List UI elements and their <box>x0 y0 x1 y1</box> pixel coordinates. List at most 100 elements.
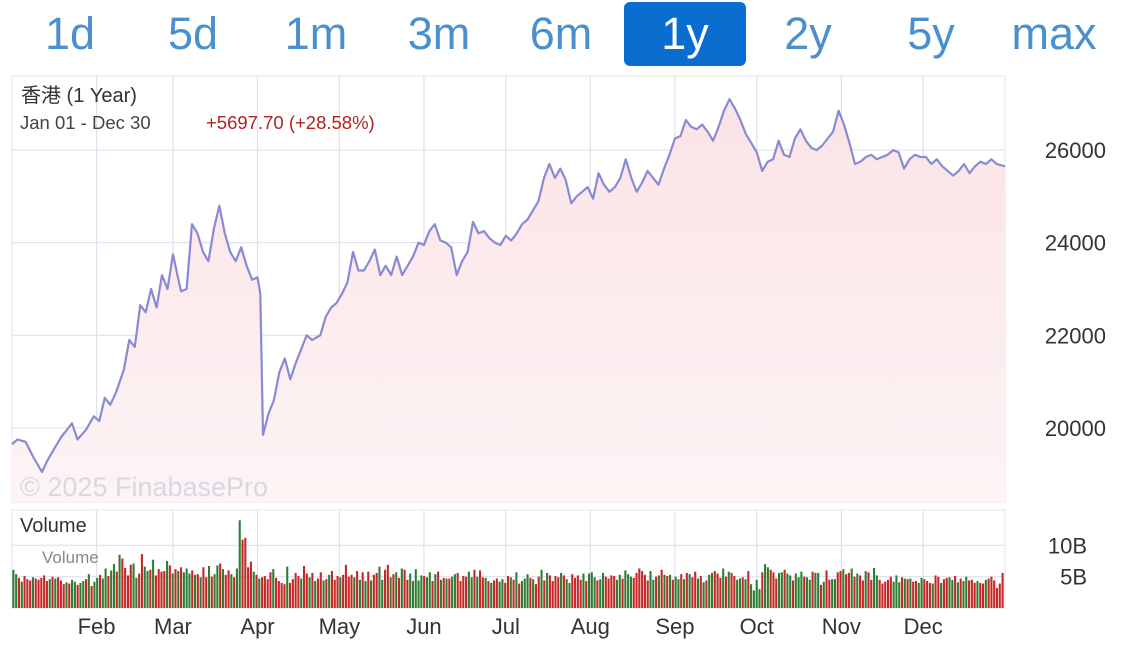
volume-bar <box>842 569 845 608</box>
volume-bar <box>269 572 272 608</box>
volume-bar <box>923 579 926 608</box>
volume-bar <box>895 575 898 608</box>
volume-bar <box>685 572 688 608</box>
range-tab-5d[interactable]: 5d <box>167 8 219 59</box>
volume-bar <box>45 581 48 608</box>
volume-bar <box>1001 572 1004 608</box>
volume-bar <box>965 576 968 608</box>
volume-bar <box>931 583 934 608</box>
volume-bar <box>339 577 342 608</box>
range-tab-6m[interactable]: 6m <box>529 8 593 59</box>
range-tab-5y[interactable]: 5y <box>907 8 955 59</box>
volume-bar <box>660 569 663 608</box>
volume-bar <box>439 579 442 608</box>
volume-bar <box>247 567 250 608</box>
volume-bar <box>817 572 820 608</box>
volume-bar <box>601 572 605 608</box>
volume-bar <box>481 577 484 608</box>
volume-bar <box>193 574 197 608</box>
volume-bar <box>367 571 370 608</box>
volume-bar <box>213 574 216 608</box>
range-tab-3m[interactable]: 3m <box>407 8 471 59</box>
watermark: © 2025 FinabasePro <box>20 472 268 502</box>
volume-bar <box>629 576 632 608</box>
volume-bar <box>875 575 878 608</box>
volume-bar <box>358 579 361 608</box>
volume-bar <box>674 576 677 608</box>
range-tab-1y[interactable]: 1y <box>624 2 746 66</box>
volume-bar <box>509 577 512 608</box>
volume-bar <box>979 582 982 608</box>
volume-bar <box>414 569 417 608</box>
volume-bar <box>900 577 904 608</box>
volume-bar <box>40 577 43 608</box>
volume-bar <box>615 579 619 608</box>
volume-bar <box>501 579 504 608</box>
volume-bar <box>115 571 118 608</box>
volume-bar <box>492 580 496 608</box>
volume-bar <box>909 578 912 608</box>
volume-bar <box>149 569 152 608</box>
volume-bar <box>297 576 300 608</box>
volume-bar <box>420 575 423 608</box>
volume-bar <box>154 575 157 608</box>
volume-bar <box>392 574 395 608</box>
volume-bar <box>652 579 655 608</box>
volume-bar <box>512 579 515 608</box>
volume-bar <box>579 579 582 608</box>
volume-bar <box>59 580 62 608</box>
volume-bar <box>831 579 834 608</box>
volume-bar <box>982 583 985 608</box>
range-tabs: 1d 5d 1m 3m 6m 1y 2y 5y max <box>0 0 1125 70</box>
volume-bar <box>328 574 331 608</box>
volume-bar <box>171 573 174 608</box>
volume-bar <box>917 582 920 608</box>
volume-bar <box>683 579 686 608</box>
volume-bar <box>395 572 398 608</box>
volume-bar <box>741 577 744 608</box>
volume-bar <box>252 571 255 608</box>
volume-bar <box>582 573 585 608</box>
volume-bar <box>57 577 60 608</box>
volume-bar <box>62 584 65 608</box>
price-y-axis: 20000 22000 24000 26000 <box>1045 138 1106 441</box>
volume-bar <box>889 576 892 608</box>
volume-bar <box>411 581 415 608</box>
volume-bar <box>610 575 613 608</box>
volume-bar <box>833 579 836 608</box>
volume-bar <box>319 572 322 608</box>
volume-bar <box>532 579 535 608</box>
volume-bar <box>168 565 171 608</box>
volume-bar <box>126 575 130 608</box>
volume-bar <box>124 567 127 608</box>
volume-bar <box>453 574 456 608</box>
volume-bar <box>987 578 990 608</box>
volume-bar <box>903 578 906 608</box>
x-tick-label: Oct <box>740 614 774 639</box>
volume-bar <box>283 584 286 608</box>
range-tab-1m[interactable]: 1m <box>284 8 348 59</box>
range-tab-max[interactable]: max <box>1011 8 1097 59</box>
volume-bar <box>364 581 367 608</box>
volume-bar <box>23 576 26 608</box>
volume-y-tick-label: 10B <box>1048 533 1087 558</box>
volume-bar <box>473 569 476 608</box>
volume-bar <box>37 579 40 608</box>
price-y-tick-label: 24000 <box>1045 231 1106 256</box>
range-tab-2y[interactable]: 2y <box>784 8 832 59</box>
volume-bar <box>275 577 278 608</box>
volume-bar <box>157 569 160 608</box>
volume-bar <box>643 574 646 608</box>
volume-bar <box>280 582 283 608</box>
range-tab-1d[interactable]: 1d <box>44 8 96 59</box>
volume-bar <box>311 572 314 608</box>
volume-bar <box>434 574 437 608</box>
volume-bar <box>940 582 943 608</box>
volume-bar <box>962 581 965 608</box>
volume-bar <box>554 576 557 608</box>
volume-bar <box>372 574 375 608</box>
volume-bar <box>138 573 141 608</box>
volume-bar <box>104 568 107 608</box>
